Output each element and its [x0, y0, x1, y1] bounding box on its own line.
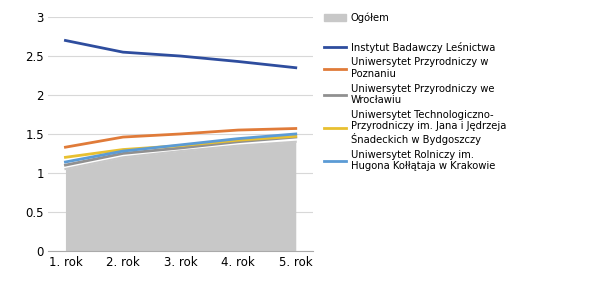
Legend: Ogółem, , Instytut Badawczy Leśnictwa, Uniwersytet Przyrodniczy w
Poznaniu, Uniw: Ogółem, , Instytut Badawczy Leśnictwa, U…	[324, 13, 506, 171]
